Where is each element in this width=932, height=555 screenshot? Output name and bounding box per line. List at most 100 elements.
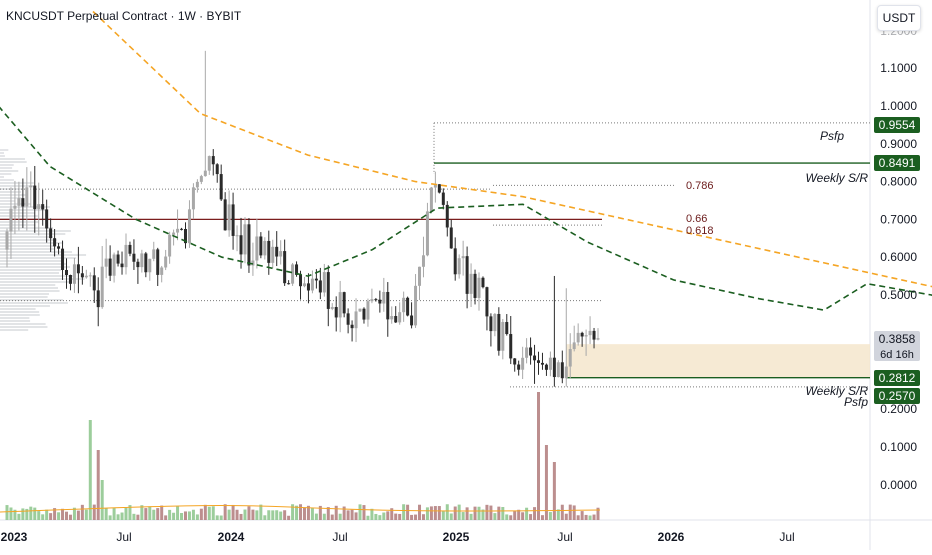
volume-bar [72,507,76,520]
volume-bar [592,514,596,520]
candle-body [195,181,199,188]
volume-bar [378,515,382,520]
candle-body [457,258,461,275]
volume-bar [136,514,140,520]
volume-bar [140,505,144,520]
psfp-bottom-label: Psfp [844,395,868,409]
volume-bar [322,513,326,520]
price-tick: 0.2000 [880,402,917,416]
volume-bar [544,445,548,520]
volume-bar [548,512,552,520]
plot-area [0,0,870,520]
candle-body [279,251,283,257]
candle-body [255,236,259,261]
volume-bar [489,505,493,520]
candle-body [191,187,195,210]
candle-body [187,209,191,244]
volume-bar [116,514,120,520]
candle-body [358,308,362,312]
candle-body [80,273,84,278]
candle-body [223,199,227,231]
volume-bar [160,505,164,520]
volume-bar [540,515,544,520]
volume-bar [29,506,33,520]
volume-bar [267,510,271,520]
volume-bar [477,506,481,520]
candle-body [338,292,342,318]
candle-body [302,283,306,287]
candle-body [25,187,29,207]
candle-body [29,185,33,188]
volume-bar [124,507,128,520]
volume-bar [49,513,53,520]
time-tick: 2023 [1,530,28,544]
candle-body [5,231,9,250]
volume-bar [410,514,414,520]
candle-body [461,256,465,259]
candle-body [576,332,580,343]
volume-bar [259,504,263,520]
volume-bar [231,504,235,520]
candle-body [76,264,80,274]
time-tick: Jul [332,530,347,544]
volume-bar [271,510,275,520]
candle-body [180,228,184,230]
candle-body [132,253,136,262]
candle-body [537,360,541,363]
volume-bar [465,507,469,520]
candle-body [183,228,187,244]
candle-body [580,332,584,337]
volume-bar [33,507,37,520]
volume-bar [374,513,378,520]
price-badge: 0.8491 [874,155,920,171]
candle-body [354,311,358,329]
candle-body [366,301,370,320]
candle-body [247,224,251,266]
candle-body [493,313,497,332]
volume-bar [449,513,453,520]
volume-bar [9,507,13,520]
price-badge-countdown: 6d 16h [880,349,914,361]
volume-bar [576,515,580,520]
volume-bar [211,506,215,520]
volume-bar [251,509,255,520]
price-tick: 0.6000 [880,250,917,264]
candle-body [231,204,235,236]
price-tick: 0.9000 [880,137,917,151]
candle-body [402,297,406,313]
candle-body [501,322,505,351]
price-tick: 0.5000 [880,288,917,302]
volume-bar [187,511,191,520]
candle-body [437,184,441,193]
candle-body [370,299,374,302]
volume-bar [223,504,227,520]
price-axis-bg [870,0,932,550]
candle-body [481,277,485,288]
candle-body [540,362,544,365]
candle-body [477,277,481,298]
currency-button[interactable]: USDT [877,5,921,31]
volume-bar [529,514,533,520]
candle-body [215,164,219,175]
candle-body [100,266,104,308]
volume-bar [239,513,243,520]
volume-bar [330,514,334,520]
time-tick: 2026 [658,530,685,544]
candle-body [144,253,148,273]
volume-bar [180,513,184,520]
candle-body [318,280,322,293]
volume-bar [76,510,80,520]
volume-bar [243,509,247,520]
volume-bar [263,515,267,520]
price-tick: 0.1000 [880,440,917,454]
volume-bar [37,511,41,520]
volume-bar [441,511,445,520]
price-badge: 0.2812 [874,370,920,386]
volume-bar [394,513,398,520]
volume-bar [84,509,88,520]
candle-body [378,299,382,304]
price-tick: 0.7000 [880,212,917,226]
candle-body [410,315,414,326]
